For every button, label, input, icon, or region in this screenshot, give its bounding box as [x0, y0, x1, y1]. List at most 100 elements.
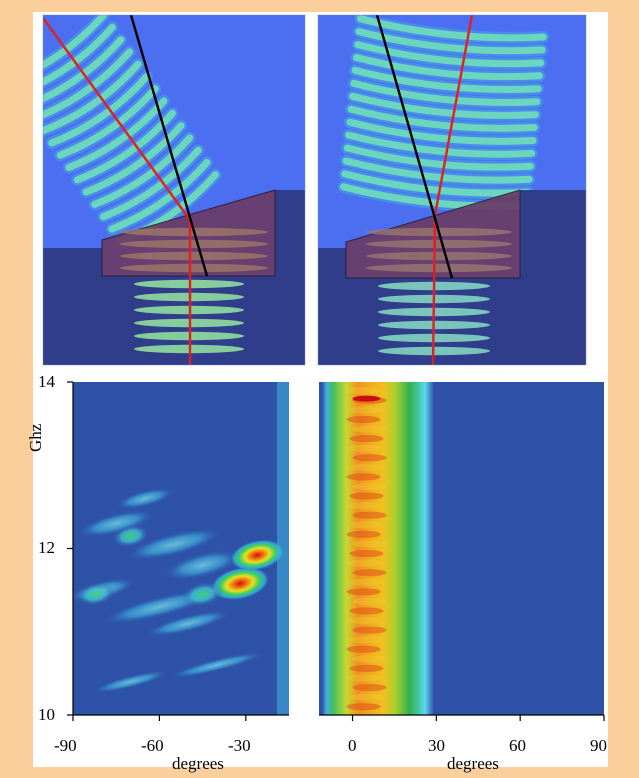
- heatmap-right-ripple-13: [349, 578, 384, 586]
- simulation-right-border: [317, 14, 587, 366]
- x-tick-90: 90: [590, 736, 607, 755]
- heatmap-right-ripple-5: [352, 655, 387, 663]
- heatmap-right-ripple-17: [352, 540, 387, 548]
- right-fringe-glow-8: [347, 77, 543, 109]
- heatmap-left-streak-8: [91, 670, 170, 693]
- heatmap-right-ripple-12: [346, 588, 381, 596]
- right-fringe-glow-6: [345, 103, 541, 135]
- simulation-right-prism-fringes: [366, 227, 512, 273]
- right-fringe-5: [346, 118, 537, 145]
- left-fringe-glow-7: [54, 82, 162, 162]
- x-axis-label-left: degrees: [172, 754, 224, 773]
- heatmap-right-ripple-6: [346, 645, 381, 653]
- left-prism-fringe-1: [120, 239, 268, 249]
- left-fringe-glow-1: [105, 156, 213, 235]
- x-tick-minus-60: -60: [141, 736, 164, 755]
- heatmap-left-hotspot-1: [229, 539, 285, 571]
- left-prism-fringe-3: [120, 263, 268, 273]
- heatmap-right-ripple-18: [346, 530, 381, 538]
- right-fringe-glow-2: [340, 155, 536, 187]
- heatmap-left-streak-6: [144, 610, 232, 637]
- simulation-left-substrate-left: [43, 248, 131, 365]
- heatmap-right-ripple-21: [346, 502, 381, 510]
- left-fringe-glow-3: [88, 131, 196, 211]
- simulation-left-incident-fringes: [43, 15, 222, 248]
- heatmap-right-ripple-27: [346, 444, 381, 452]
- left-fringe-8: [48, 72, 151, 147]
- left-fringe-glow-13: [43, 15, 110, 72]
- right-fringe-glow-11: [351, 38, 547, 70]
- right-fringe-7: [349, 92, 540, 119]
- heatmap-left-streak-1: [125, 528, 223, 561]
- x-tick-0: 0: [348, 736, 357, 755]
- right-fringe-glow-7: [346, 90, 542, 122]
- left-fringe-7: [56, 85, 159, 159]
- left-fringe-4: [82, 122, 185, 196]
- heatmap-right-ripple-11: [352, 597, 387, 605]
- heatmap-right-ripple-8: [352, 626, 387, 634]
- right-fringe-glow-4: [342, 129, 538, 161]
- right-fringe-4: [345, 131, 536, 158]
- left-fringe-11: [43, 36, 125, 103]
- left-fringe-glow-2: [97, 144, 205, 223]
- heatmap-left-streak-0: [77, 509, 156, 538]
- right-fringe-glow-1: [338, 167, 534, 200]
- heatmap-right-ripple-0: [346, 703, 381, 711]
- right-fringe-10: [352, 54, 543, 81]
- simulation-right-substrate-right: [492, 190, 586, 365]
- heatmap-left-hotspot-3: [111, 524, 150, 548]
- left-fringe-12: [43, 23, 116, 86]
- simulation-right-normal-line: [375, 15, 454, 279]
- heatmap-right-peak: [352, 395, 381, 402]
- right-prism-fringe-3: [366, 263, 512, 273]
- heatmap-left-streak-5: [115, 487, 175, 510]
- y-tick-12: 12: [38, 538, 55, 557]
- right-fringe-glow-9: [349, 64, 545, 96]
- left-fringe-glow-11: [43, 33, 127, 106]
- right-fringe-glow-3: [341, 142, 537, 174]
- right-fringe-1: [341, 170, 532, 197]
- x-axis-label-right: degrees: [447, 754, 499, 773]
- heatmap-right-intensity: [346, 387, 387, 711]
- simulation-left-incident-ray: [43, 17, 191, 221]
- heatmap-left: [73, 382, 289, 715]
- heatmap-right-ripple-29: [352, 425, 387, 433]
- heatmap-right-ripple-4: [349, 664, 384, 672]
- left-fringe-1: [108, 159, 211, 233]
- simulation-right-incident-ray: [433, 15, 474, 216]
- heatmap-left-hotspot-0: [210, 566, 270, 601]
- right-prism-fringe-2: [366, 251, 512, 261]
- right-fringe-13: [356, 15, 547, 42]
- right-fringe-2: [342, 157, 533, 184]
- left-fringe-glow-12: [43, 21, 119, 89]
- simulation-left-border: [42, 14, 306, 366]
- left-fringe-3: [91, 134, 194, 208]
- right-fringe-glow-5: [343, 116, 539, 148]
- heatmap-right-ripple-7: [349, 636, 384, 644]
- right-fringe-8: [350, 79, 541, 106]
- simulation-right: [318, 15, 586, 365]
- x-tick-60: 60: [509, 736, 526, 755]
- heatmap-right-ripple-24: [346, 473, 381, 481]
- heatmap-left-intensity: [73, 487, 285, 693]
- right-fringe-glow-13: [354, 15, 550, 44]
- heatmap-right-ripple-3: [346, 674, 381, 682]
- left-fringe-glow-10: [43, 45, 136, 122]
- heatmap-right-ripple-1: [349, 693, 384, 701]
- heatmap-left-streak-4: [163, 550, 242, 581]
- simulation-right-substrate-left: [318, 248, 375, 365]
- left-prism-fringe-2: [120, 251, 268, 261]
- right-fringe-6: [347, 105, 538, 132]
- x-tick-30: 30: [428, 736, 445, 755]
- heatmap-right-ripple-19: [349, 521, 384, 529]
- heatmap-right-ripple-28: [349, 435, 384, 443]
- heatmap-left-hotspot-2: [181, 581, 224, 607]
- heatmap-right-ripple-9: [346, 616, 381, 625]
- x-tick-minus-30: -30: [228, 736, 251, 755]
- y-axis-label: Ghz: [26, 423, 45, 452]
- right-fringe-glow-12: [353, 25, 549, 57]
- heatmap-left-hotspot-4: [77, 582, 115, 606]
- simulation-left-substrate-right: [246, 190, 305, 365]
